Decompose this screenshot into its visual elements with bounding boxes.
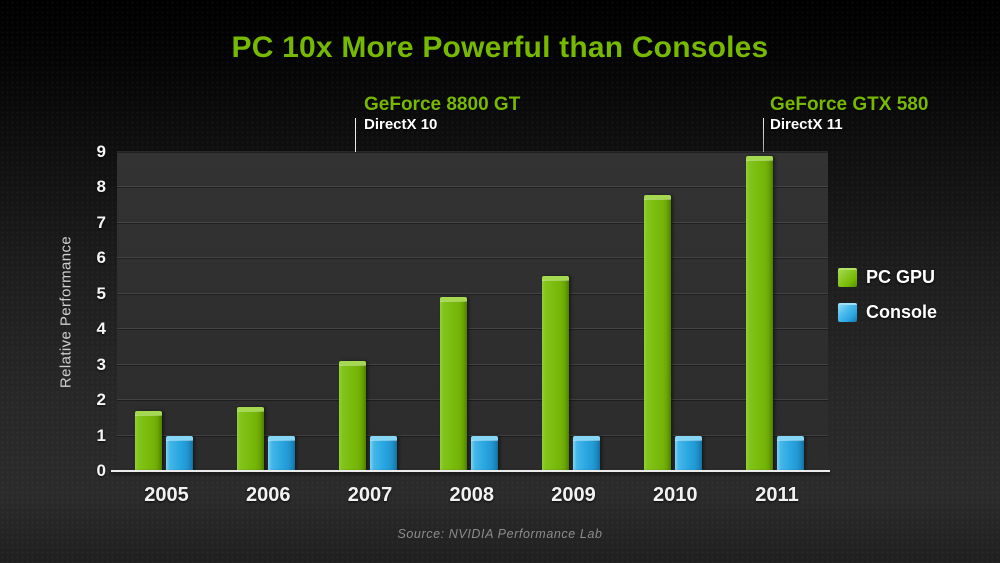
gridline (117, 434, 828, 436)
source-note: Source: NVIDIA Performance Lab (397, 527, 603, 541)
y-tick-label: 1 (96, 425, 106, 445)
bar-console-2007 (369, 435, 397, 471)
x-tick-label: 2010 (653, 484, 698, 506)
bar-console-2011 (776, 435, 804, 471)
gridline (117, 186, 828, 188)
legend-item-console: Console (838, 302, 938, 322)
annotation-pointer-line (763, 118, 764, 156)
legend-item-pc-gpu: PC GPU (838, 267, 937, 287)
x-axis-line (111, 470, 830, 472)
y-tick-label: 7 (96, 212, 106, 232)
bar-pc-gpu-2011 (745, 155, 773, 471)
legend-swatch-console (838, 303, 857, 322)
y-tick-label: 5 (96, 283, 106, 303)
bar-console-2005 (166, 435, 193, 471)
bar-console-2006 (267, 435, 295, 471)
legend-swatch-pc-gpu (838, 268, 857, 287)
bar-console-2009 (573, 435, 600, 471)
bar-pc-gpu-2009 (542, 276, 569, 471)
bar-console-2008 (471, 435, 499, 471)
y-tick-label: 0 (96, 461, 106, 480)
x-tick-label: 2007 (347, 484, 393, 506)
bar-console-2010 (674, 435, 702, 471)
y-tick-label: 3 (96, 354, 106, 374)
annotation-geforce-8800-gt: GeForce 8800 GT DirectX 10 (364, 94, 520, 134)
x-tick-label: 2005 (144, 484, 189, 506)
chart-title: PC 10x More Powerful than Consoles (231, 31, 769, 64)
y-tick-label: 6 (96, 248, 106, 268)
legend-label: Console (866, 302, 938, 322)
x-tick-label: 2011 (755, 484, 799, 506)
legend: PC GPU Console (838, 267, 938, 338)
plot-area (117, 151, 828, 471)
gridline (117, 292, 828, 294)
gridline (117, 363, 828, 365)
gridline (117, 257, 828, 259)
gridline (117, 221, 828, 223)
bar-pc-gpu-2006 (236, 407, 264, 471)
bar-pc-gpu-2010 (643, 194, 671, 471)
legend-label: PC GPU (866, 267, 936, 287)
y-axis-title: Relative Performance (57, 235, 75, 389)
y-tick-label: 2 (96, 390, 106, 410)
gridline (117, 399, 828, 401)
y-tick-label: 4 (96, 319, 106, 339)
annotation-subtitle: DirectX 11 (770, 116, 843, 133)
bar-pc-gpu-2005 (135, 410, 162, 471)
bar-pc-gpu-2008 (440, 297, 468, 471)
bar-pc-gpu-2007 (338, 361, 366, 471)
annotation-geforce-gtx-580: GeForce GTX 580 DirectX 11 (770, 94, 928, 134)
annotation-title: GeForce GTX 580 (770, 94, 929, 115)
y-tick-label: 9 (96, 142, 106, 161)
gridline (117, 328, 828, 330)
x-tick-label: 2009 (551, 484, 596, 506)
gridline (117, 151, 828, 152)
x-tick-label: 2008 (449, 484, 495, 506)
y-tick-label: 8 (96, 177, 106, 197)
annotation-title: GeForce 8800 GT (364, 94, 521, 115)
annotation-subtitle: DirectX 10 (364, 116, 438, 133)
x-tick-label: 2006 (246, 484, 291, 506)
